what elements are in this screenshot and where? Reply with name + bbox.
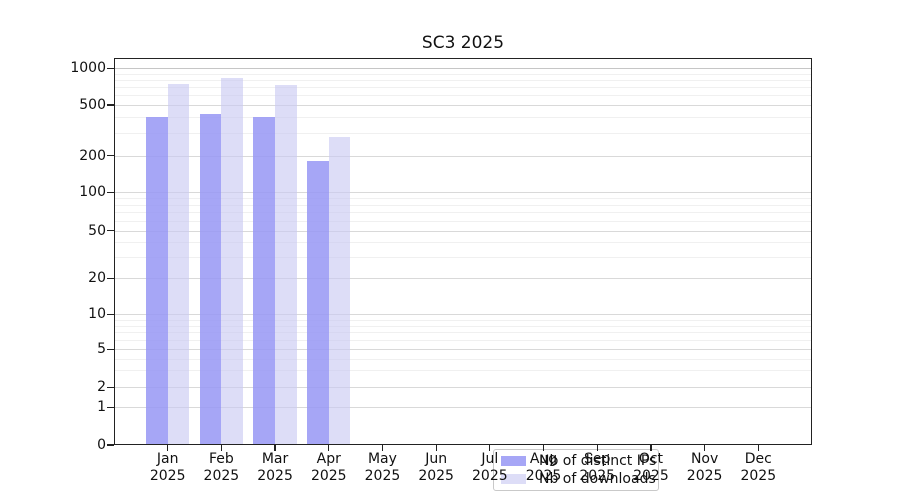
- x-tick-label: Jul 2025: [472, 451, 508, 484]
- major-gridline: [115, 407, 811, 409]
- y-tick-mark: [107, 406, 114, 408]
- x-tick-mark: [328, 445, 330, 451]
- y-tick-mark: [107, 348, 114, 350]
- legend-swatch-distinct-ips: [501, 456, 526, 466]
- plot-frame: [114, 58, 812, 445]
- y-tick-mark: [107, 155, 114, 157]
- legend-label: Nb of distinct IPs: [539, 452, 657, 469]
- bar-downloads: [275, 85, 297, 445]
- x-tick-label: Sep 2025: [579, 451, 616, 484]
- minor-gridline: [115, 358, 811, 360]
- minor-gridline: [115, 325, 811, 327]
- major-gridline: [115, 68, 811, 70]
- major-gridline: [115, 314, 811, 316]
- y-tick-mark: [107, 191, 114, 193]
- bar-distinct-ips: [145, 117, 168, 445]
- x-tick-mark: [704, 445, 706, 451]
- y-tick-mark: [107, 230, 114, 232]
- x-tick-mark: [274, 445, 276, 451]
- minor-gridline: [115, 87, 811, 89]
- major-gridline: [115, 230, 811, 232]
- y-tick-label: 5: [97, 341, 106, 358]
- x-tick-label: May 2025: [364, 451, 401, 484]
- minor-gridline: [115, 133, 811, 135]
- minor-gridline: [115, 204, 811, 206]
- minor-gridline: [115, 257, 811, 259]
- y-tick-label: 1000: [70, 60, 106, 77]
- y-tick-mark: [107, 277, 114, 279]
- x-tick-label: Mar 2025: [257, 451, 293, 484]
- chart-title: SC3 2025: [421, 33, 505, 53]
- minor-gridline: [115, 198, 811, 200]
- major-gridline: [115, 387, 811, 389]
- y-tick-mark: [107, 386, 114, 388]
- bar-distinct-ips: [307, 161, 329, 445]
- y-tick-label: 50: [88, 222, 106, 239]
- minor-gridline: [115, 242, 811, 244]
- x-tick-label: Apr 2025: [310, 451, 347, 484]
- y-tick-label: 1: [97, 399, 106, 416]
- bar-downloads: [221, 77, 244, 445]
- x-tick-label: Jun 2025: [418, 451, 454, 484]
- x-tick-label: Feb 2025: [203, 451, 240, 484]
- bar-downloads: [328, 137, 351, 445]
- y-tick-mark: [107, 444, 114, 446]
- x-tick-label: Dec 2025: [740, 451, 777, 484]
- x-tick-label: Nov 2025: [686, 451, 723, 484]
- legend-item-distinct-ips: Nb of distinct IPs: [501, 453, 656, 469]
- legend-item-downloads: Nb of downloads: [501, 471, 656, 487]
- bar-distinct-ips: [199, 113, 222, 445]
- major-gridline: [115, 105, 811, 106]
- minor-gridline: [115, 95, 811, 97]
- x-tick-label: Jan 2025: [149, 451, 186, 484]
- y-tick-mark: [107, 104, 114, 106]
- y-tick-label: 10: [88, 306, 106, 323]
- y-tick-label: 200: [79, 147, 106, 164]
- minor-gridline: [115, 117, 811, 119]
- minor-gridline: [115, 80, 811, 82]
- minor-gridline: [115, 73, 811, 75]
- y-tick-label: 2: [97, 379, 106, 396]
- legend-label: Nb of downloads: [539, 470, 656, 487]
- x-tick-mark: [757, 445, 759, 451]
- y-tick-label: 0: [97, 437, 106, 453]
- major-gridline: [115, 192, 811, 194]
- minor-gridline: [115, 220, 811, 222]
- y-tick-mark: [107, 313, 114, 315]
- x-tick-mark: [167, 445, 169, 451]
- minor-gridline: [115, 319, 811, 321]
- x-tick-mark: [489, 445, 491, 451]
- minor-gridline: [115, 212, 811, 214]
- x-tick-mark: [220, 445, 222, 451]
- x-tick-label: Aug 2025: [525, 451, 562, 484]
- bar-distinct-ips: [253, 117, 276, 445]
- x-tick-mark: [596, 445, 598, 451]
- x-tick-mark: [435, 445, 437, 451]
- legend-swatch-downloads: [501, 474, 526, 484]
- y-tick-label: 20: [88, 270, 106, 287]
- minor-gridline: [115, 370, 811, 372]
- legend: Nb of distinct IPs Nb of downloads: [493, 449, 659, 491]
- minor-gridline: [115, 340, 811, 342]
- x-tick-mark: [542, 445, 545, 451]
- minor-gridline: [115, 332, 811, 334]
- bar-downloads: [167, 83, 190, 445]
- major-gridline: [115, 278, 811, 280]
- y-tick-mark: [107, 67, 114, 69]
- x-tick-label: Oct 2025: [633, 451, 669, 484]
- x-tick-mark: [381, 445, 384, 451]
- y-tick-label: 500: [79, 97, 106, 113]
- x-tick-mark: [650, 445, 652, 451]
- major-gridline: [115, 155, 811, 157]
- y-tick-label: 100: [79, 184, 106, 201]
- major-gridline: [115, 349, 811, 351]
- plot-area: Nb of distinct IPs Nb of downloads: [114, 58, 812, 491]
